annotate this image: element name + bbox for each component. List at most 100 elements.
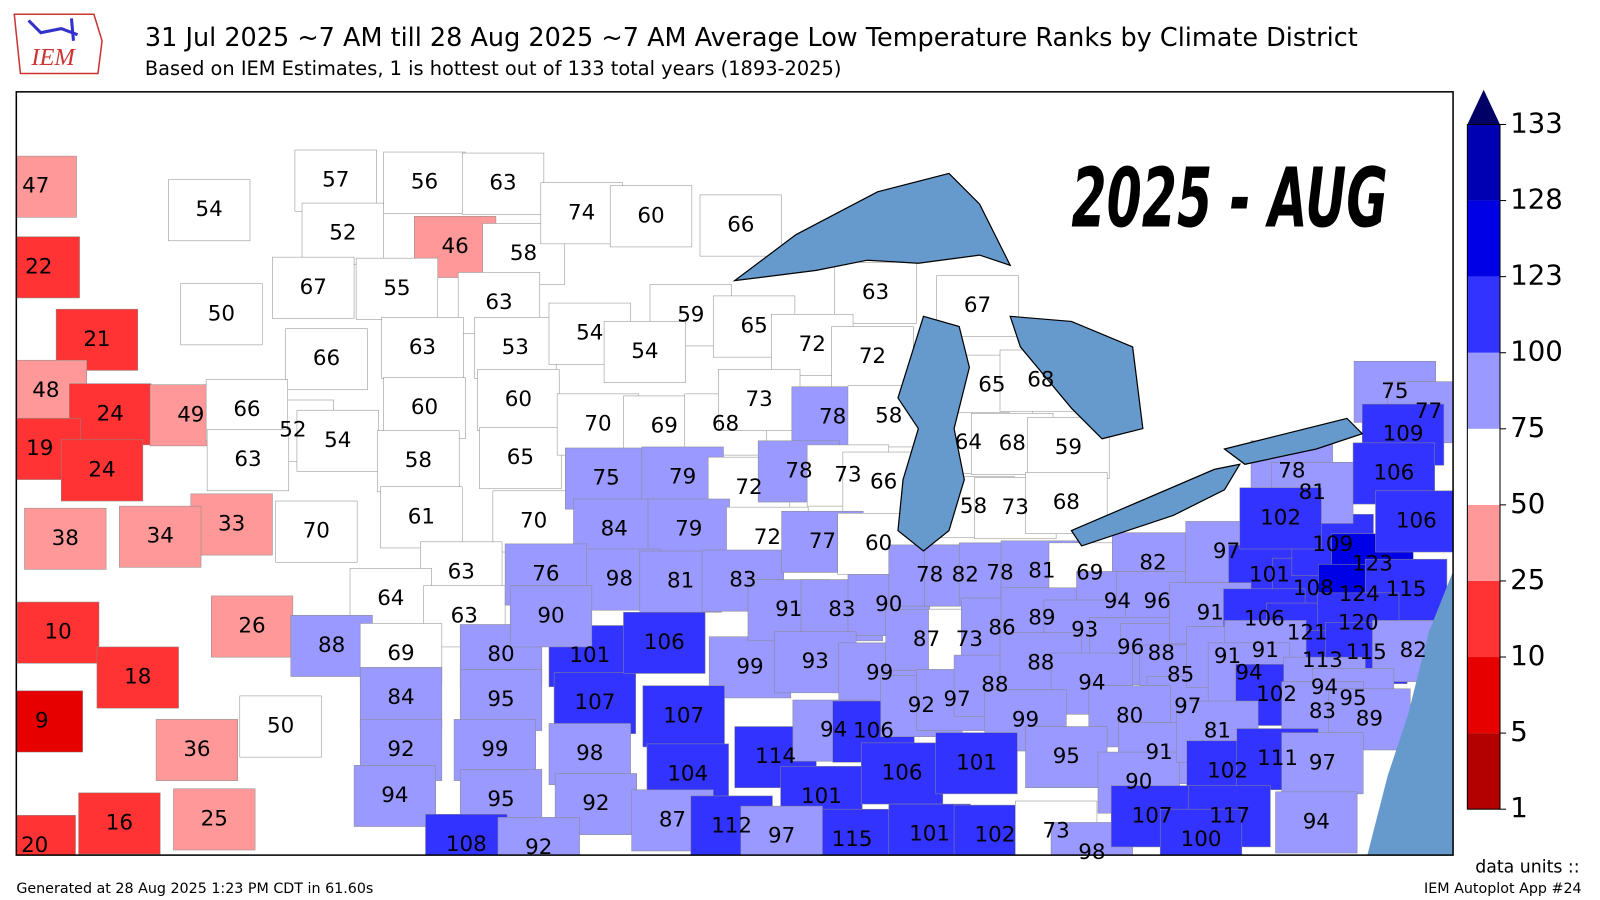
district-label: 120	[1338, 610, 1379, 635]
districts	[16, 149, 1454, 856]
district-label: 102	[1260, 505, 1301, 530]
district-label: 111	[1257, 746, 1298, 771]
colorbar-extend	[1467, 89, 1500, 125]
district-label: 109	[1312, 532, 1353, 557]
district-label: 63	[485, 290, 512, 315]
district	[540, 182, 623, 245]
district-label: 65	[507, 445, 534, 470]
colorbar-segment	[1467, 733, 1500, 810]
district-label: 67	[300, 275, 327, 300]
colorbar-segment	[1467, 276, 1500, 353]
district	[272, 256, 355, 319]
district-label: 20	[21, 833, 48, 858]
district-label: 78	[1278, 458, 1305, 483]
app-note: IEM Autoplot App #24	[1424, 881, 1582, 897]
district-label: 72	[735, 475, 762, 500]
district-label: 115	[1386, 577, 1427, 602]
district-label: 60	[865, 531, 892, 556]
district-label: 98	[1078, 840, 1105, 865]
district	[173, 788, 256, 851]
district-label: 60	[411, 395, 438, 420]
district-label: 77	[809, 529, 836, 554]
district-label: 86	[988, 616, 1015, 641]
district	[492, 490, 575, 553]
district-label: 92	[387, 737, 414, 762]
district-label: 75	[592, 466, 619, 491]
district-label: 73	[1002, 495, 1029, 520]
district-label: 94	[1104, 589, 1131, 614]
district-label: 25	[201, 806, 228, 831]
logo-text: IEM	[30, 44, 76, 71]
district-label: 102	[974, 823, 1015, 848]
colorbar-tick-label: 50	[1510, 488, 1545, 520]
district-label: 80	[487, 642, 514, 667]
district-label: 107	[574, 690, 615, 715]
district-label: 84	[601, 517, 628, 542]
district-label: 97	[1213, 539, 1240, 564]
district-label: 83	[828, 597, 855, 622]
district-label: 73	[1042, 819, 1069, 844]
district-label: 88	[1148, 641, 1175, 666]
district-label: 63	[448, 559, 475, 584]
district-label: 68	[999, 431, 1026, 456]
district-label: 78	[785, 458, 812, 483]
district	[239, 695, 322, 758]
district-label: 78	[819, 404, 846, 429]
district-label: 108	[1293, 576, 1334, 601]
district	[1025, 726, 1108, 789]
colorbar-segment	[1467, 428, 1500, 505]
district-label: 99	[866, 660, 893, 685]
district-label: 74	[568, 200, 595, 225]
district	[509, 585, 593, 648]
district-label: 107	[663, 703, 704, 728]
district-label: 61	[408, 504, 435, 529]
district-label: 73	[746, 387, 773, 412]
district	[740, 805, 823, 856]
district-label: 69	[651, 414, 678, 439]
colorbar-tick-label: 133	[1510, 107, 1563, 139]
lakes	[732, 172, 1454, 856]
district-label: 109	[1383, 422, 1424, 447]
district-label: 97	[944, 687, 971, 712]
district-label: 68	[1053, 490, 1080, 515]
district-label: 97	[768, 824, 795, 849]
district-label: 108	[446, 832, 487, 857]
district	[206, 429, 290, 492]
district	[359, 667, 443, 729]
title: 31 Jul 2025 ~7 AM till 28 Aug 2025 ~7 AM…	[145, 23, 1358, 53]
district-label: 90	[1125, 770, 1152, 795]
district-label: 115	[832, 827, 873, 852]
district	[353, 765, 436, 827]
district	[474, 317, 557, 379]
district	[96, 646, 179, 709]
district-label: 81	[1204, 719, 1231, 744]
district-label: 78	[986, 560, 1013, 585]
district-label: 101	[956, 750, 997, 775]
district-label: 95	[487, 687, 514, 712]
district-label: 94	[1311, 675, 1338, 700]
district-label: 67	[964, 293, 991, 318]
district-label: 47	[22, 174, 49, 199]
district-label: 63	[409, 335, 436, 360]
district-label: 38	[52, 526, 79, 551]
district-label: 54	[196, 197, 223, 222]
district	[24, 507, 107, 570]
colorbar-segment	[1467, 352, 1500, 429]
district-label: 54	[576, 321, 603, 346]
district-label: 91	[1214, 644, 1241, 669]
district-label: 83	[729, 568, 756, 593]
district-label: 98	[606, 567, 633, 592]
district-label: 112	[711, 814, 752, 839]
district	[718, 369, 801, 431]
district-labels: 47 54 22 50 21 57 56 63 52 46 58 67 55 63 66 63 53 60 60 52…	[21, 168, 1442, 865]
subtitle: Based on IEM Estimates, 1 is hottest out…	[145, 57, 842, 80]
district-label: 90	[875, 592, 902, 617]
district-label: 106	[644, 630, 685, 655]
district-label: 95	[1339, 686, 1366, 711]
district-label: 91	[1197, 600, 1224, 625]
units-note: data units ::	[1475, 857, 1579, 877]
district-label: 79	[675, 517, 702, 542]
colorbar: 1 5 10 25 50 75 100 123 128 133	[1466, 89, 1563, 824]
district	[294, 149, 377, 212]
